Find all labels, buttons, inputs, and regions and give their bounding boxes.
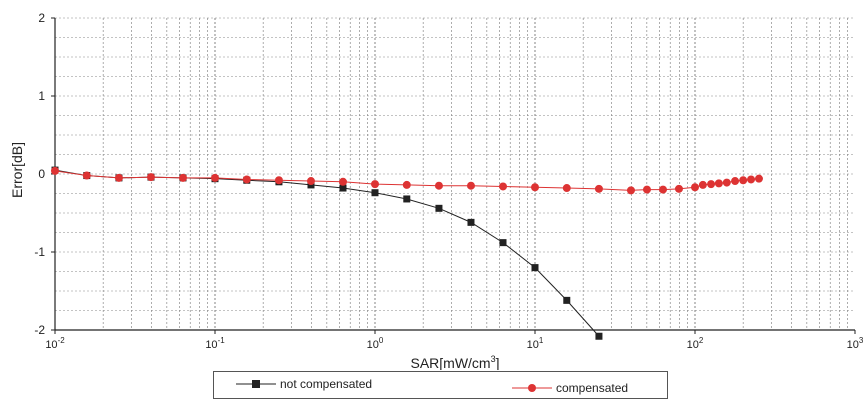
data-point-compensated <box>642 185 651 194</box>
data-point-compensated <box>242 175 251 184</box>
y-axis-label: Error[dB] <box>9 142 25 198</box>
data-point-compensated <box>306 177 315 186</box>
data-point-compensated <box>531 183 539 192</box>
data-point-compensated <box>659 185 668 194</box>
data-point-compensated <box>274 176 283 185</box>
legend-label-compensated: compensated <box>556 381 629 395</box>
data-point-compensated <box>179 173 188 182</box>
data-point-compensated <box>211 173 219 182</box>
data-point-compensated <box>114 173 123 182</box>
data-point-compensated <box>594 184 603 193</box>
data-point-not-compensated <box>403 195 411 203</box>
data-point-compensated <box>707 180 716 189</box>
data-point-compensated <box>674 184 683 193</box>
data-point-compensated <box>466 181 475 190</box>
data-point-compensated <box>146 173 155 182</box>
data-point-compensated <box>739 176 748 185</box>
data-point-compensated <box>731 177 740 186</box>
data-point-not-compensated <box>371 189 379 197</box>
legend-item-not-compensated: not compensated <box>236 377 372 391</box>
data-point-not-compensated <box>339 184 347 192</box>
x-tick-label: 10-2 <box>45 336 65 351</box>
data-point-not-compensated <box>435 204 443 212</box>
square-marker-icon <box>236 380 276 388</box>
data-point-compensated <box>499 182 508 191</box>
data-point-not-compensated <box>531 264 539 272</box>
legend: not compensated compensated <box>213 371 668 399</box>
data-point-compensated <box>691 183 699 192</box>
y-tick-label: -1 <box>34 245 45 259</box>
legend-label-not-compensated: not compensated <box>280 377 373 391</box>
x-axis-label-text: SAR[mW/cm <box>410 355 490 370</box>
grid <box>54 17 855 331</box>
data-point-compensated <box>402 180 411 189</box>
x-tick-label: 10-1 <box>205 336 225 351</box>
data-point-compensated <box>626 186 635 195</box>
series-layer <box>51 166 763 340</box>
y-tick-label: -2 <box>34 323 45 337</box>
x-tick-label: 103 <box>847 336 864 351</box>
data-point-compensated <box>434 181 443 190</box>
data-point-compensated <box>722 178 731 187</box>
x-tick-label: 102 <box>687 336 704 351</box>
data-point-compensated <box>754 174 763 183</box>
data-point-compensated <box>371 180 379 189</box>
data-point-not-compensated <box>467 218 475 226</box>
x-tick-label: 101 <box>527 336 544 351</box>
x-axis-label: SAR[mW/cm3] <box>410 354 499 370</box>
data-point-not-compensated <box>499 239 507 247</box>
data-point-compensated <box>747 175 756 184</box>
data-point-compensated <box>339 177 348 186</box>
chart-svg: 210-1-210-2 10-1 100 101 102 103 Error[dB] SA… <box>9 11 864 371</box>
data-point-compensated <box>82 171 91 180</box>
data-point-compensated <box>562 184 571 193</box>
y-tick-label: 1 <box>38 89 45 103</box>
x-axis-label-end: ] <box>496 355 500 370</box>
circle-marker-icon <box>512 384 552 392</box>
data-point-not-compensated <box>595 332 603 340</box>
axis-labels: Error[dB] SAR[mW/cm3] <box>9 142 500 371</box>
x-tick-label: 100 <box>367 336 384 351</box>
data-point-not-compensated <box>563 296 571 304</box>
data-point-compensated <box>698 180 707 189</box>
legend-item-compensated: compensated <box>512 381 628 395</box>
data-point-compensated <box>51 166 59 175</box>
y-tick-label: 2 <box>38 11 45 25</box>
x-axis-label-sup: 3 <box>491 354 496 364</box>
data-point-compensated <box>714 179 723 188</box>
y-tick-label: 0 <box>38 167 45 181</box>
